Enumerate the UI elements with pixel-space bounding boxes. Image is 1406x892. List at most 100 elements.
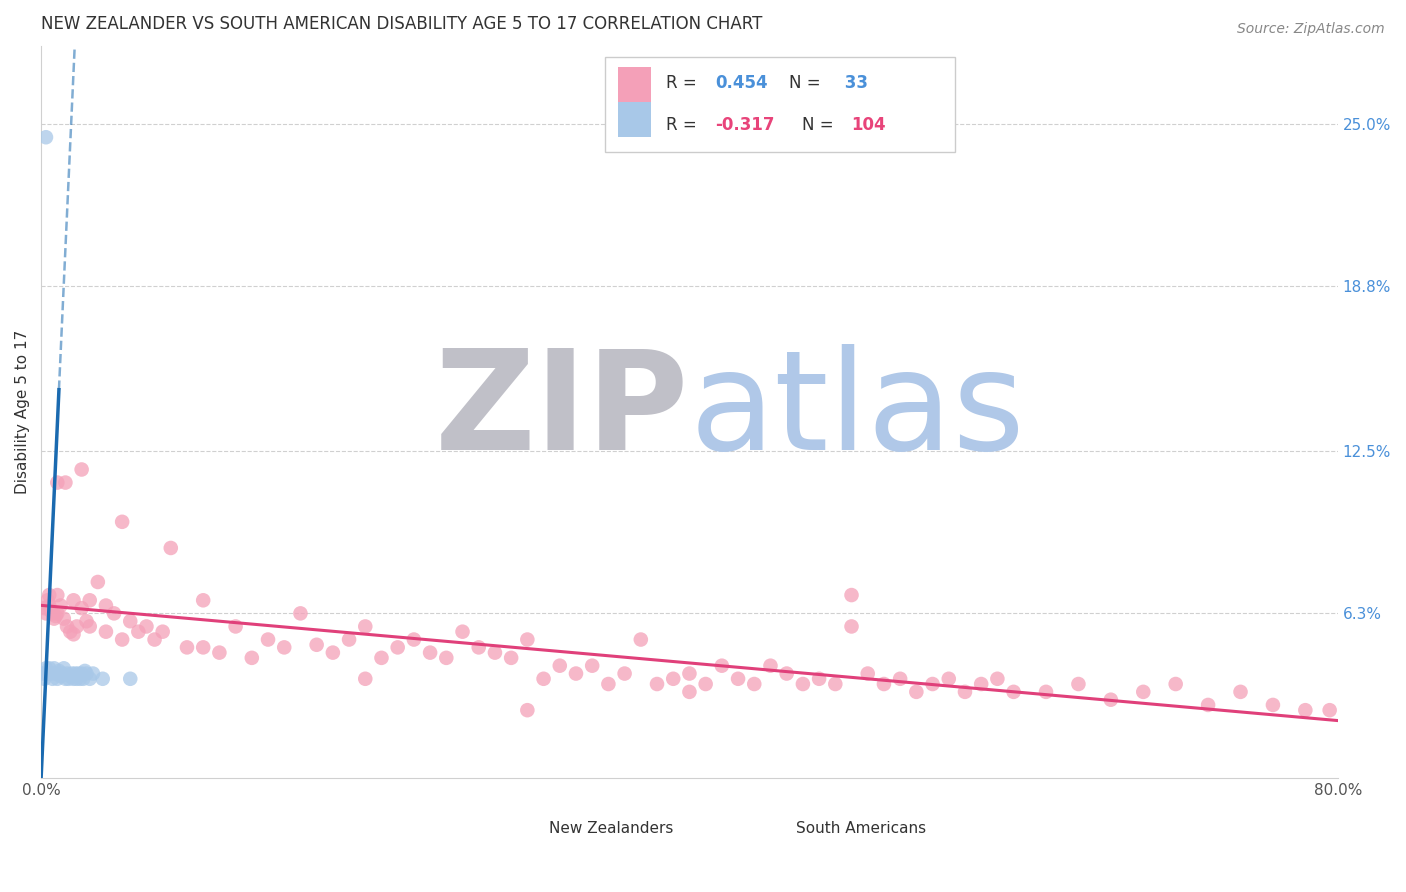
Point bbox=[208, 646, 231, 660]
Point bbox=[1067, 677, 1090, 691]
Point bbox=[62, 627, 84, 641]
Point bbox=[598, 677, 620, 691]
Point bbox=[52, 612, 75, 626]
Point bbox=[176, 640, 198, 655]
Point bbox=[120, 672, 142, 686]
Point bbox=[62, 672, 84, 686]
Point bbox=[66, 672, 89, 686]
Point bbox=[193, 640, 215, 655]
Point bbox=[48, 664, 70, 678]
FancyBboxPatch shape bbox=[619, 102, 651, 137]
Point bbox=[986, 672, 1008, 686]
Point bbox=[921, 677, 943, 691]
Point bbox=[31, 666, 53, 681]
Point bbox=[91, 672, 114, 686]
Point bbox=[79, 619, 101, 633]
Point bbox=[792, 677, 814, 691]
Text: 33: 33 bbox=[838, 74, 868, 92]
Point bbox=[354, 672, 377, 686]
Point bbox=[46, 672, 69, 686]
FancyBboxPatch shape bbox=[619, 67, 651, 102]
Point bbox=[322, 646, 344, 660]
Point bbox=[70, 601, 93, 615]
Point bbox=[856, 666, 879, 681]
Point bbox=[38, 599, 60, 613]
Point bbox=[62, 593, 84, 607]
Point bbox=[695, 677, 717, 691]
Point bbox=[42, 612, 65, 626]
Point bbox=[1319, 703, 1341, 717]
Point bbox=[42, 661, 65, 675]
Point bbox=[630, 632, 652, 647]
Point bbox=[727, 672, 749, 686]
Point bbox=[240, 651, 263, 665]
Point bbox=[120, 614, 142, 628]
Point bbox=[662, 672, 685, 686]
Point bbox=[45, 666, 67, 681]
Point bbox=[678, 685, 700, 699]
Point bbox=[46, 588, 69, 602]
Text: ZIP: ZIP bbox=[434, 344, 689, 479]
Point bbox=[70, 462, 93, 476]
Point bbox=[337, 632, 360, 647]
Point bbox=[37, 593, 59, 607]
Point bbox=[387, 640, 409, 655]
Point bbox=[841, 588, 863, 602]
Point bbox=[354, 619, 377, 633]
Point bbox=[82, 666, 104, 681]
Point bbox=[94, 624, 117, 639]
Point bbox=[645, 677, 668, 691]
Point bbox=[56, 666, 79, 681]
Point bbox=[70, 666, 93, 681]
Point bbox=[1261, 698, 1284, 712]
Point bbox=[58, 672, 80, 686]
Point bbox=[41, 672, 63, 686]
Point bbox=[1197, 698, 1219, 712]
Point bbox=[905, 685, 928, 699]
Point bbox=[484, 646, 506, 660]
FancyBboxPatch shape bbox=[605, 57, 955, 152]
Point bbox=[56, 619, 79, 633]
Point bbox=[51, 666, 73, 681]
Point bbox=[103, 607, 125, 621]
Point bbox=[581, 658, 603, 673]
Point bbox=[451, 624, 474, 639]
Point bbox=[39, 666, 62, 681]
Point bbox=[72, 672, 94, 686]
Point bbox=[59, 624, 82, 639]
Point bbox=[1035, 685, 1057, 699]
Point bbox=[533, 672, 555, 686]
Point bbox=[824, 677, 846, 691]
Point bbox=[79, 672, 101, 686]
Point bbox=[159, 541, 181, 555]
FancyBboxPatch shape bbox=[748, 817, 787, 839]
Point bbox=[290, 607, 312, 621]
Point bbox=[193, 593, 215, 607]
Point bbox=[710, 658, 733, 673]
Text: R =: R = bbox=[666, 116, 702, 134]
Point bbox=[55, 475, 77, 490]
Point bbox=[38, 661, 60, 675]
Point bbox=[273, 640, 295, 655]
Point bbox=[59, 669, 82, 683]
Point bbox=[305, 638, 328, 652]
Point bbox=[63, 666, 86, 681]
Point bbox=[52, 661, 75, 675]
Point bbox=[225, 619, 247, 633]
Point bbox=[467, 640, 489, 655]
Point bbox=[66, 619, 89, 633]
Point bbox=[127, 624, 149, 639]
Point bbox=[111, 632, 134, 647]
Point bbox=[873, 677, 896, 691]
Point bbox=[419, 646, 441, 660]
Point bbox=[742, 677, 765, 691]
Point bbox=[67, 666, 90, 681]
Text: South Americans: South Americans bbox=[796, 821, 927, 836]
Point bbox=[953, 685, 976, 699]
Text: 104: 104 bbox=[852, 116, 886, 134]
Point bbox=[776, 666, 799, 681]
Point bbox=[1002, 685, 1025, 699]
Point bbox=[34, 672, 56, 686]
Point bbox=[1132, 685, 1154, 699]
Point bbox=[34, 601, 56, 615]
